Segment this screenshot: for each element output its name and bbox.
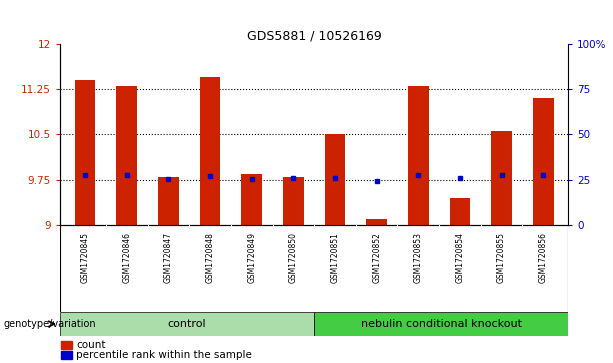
Text: GSM1720854: GSM1720854 (455, 232, 465, 283)
Text: GSM1720855: GSM1720855 (497, 232, 506, 283)
Title: GDS5881 / 10526169: GDS5881 / 10526169 (247, 29, 381, 42)
Bar (60, 312, 314, 336)
Text: GSM1720853: GSM1720853 (414, 232, 423, 283)
Bar (314, 312, 568, 336)
Text: GSM1720849: GSM1720849 (247, 232, 256, 283)
Bar (116, 86, 137, 225)
Text: genotype/variation: genotype/variation (3, 319, 96, 329)
Bar (324, 134, 345, 225)
Text: GSM1720848: GSM1720848 (205, 232, 215, 283)
Text: control: control (168, 319, 207, 329)
Bar (158, 177, 179, 225)
Text: GSM1720852: GSM1720852 (372, 232, 381, 283)
Text: GSM1720856: GSM1720856 (539, 232, 548, 283)
Bar (75, 80, 96, 225)
Bar (408, 86, 428, 225)
Text: GSM1720846: GSM1720846 (122, 232, 131, 283)
Text: nebulin conditional knockout: nebulin conditional knockout (360, 319, 522, 329)
Bar (242, 174, 262, 225)
Text: GSM1720851: GSM1720851 (330, 232, 340, 283)
Bar (200, 77, 221, 225)
Bar (449, 198, 470, 225)
Bar (491, 131, 512, 225)
Text: count: count (76, 340, 105, 350)
Bar (283, 177, 304, 225)
Text: GSM1720850: GSM1720850 (289, 232, 298, 283)
Bar (533, 98, 554, 225)
Bar (366, 219, 387, 225)
Text: percentile rank within the sample: percentile rank within the sample (76, 350, 252, 360)
Text: GSM1720847: GSM1720847 (164, 232, 173, 283)
Text: GSM1720845: GSM1720845 (80, 232, 89, 283)
